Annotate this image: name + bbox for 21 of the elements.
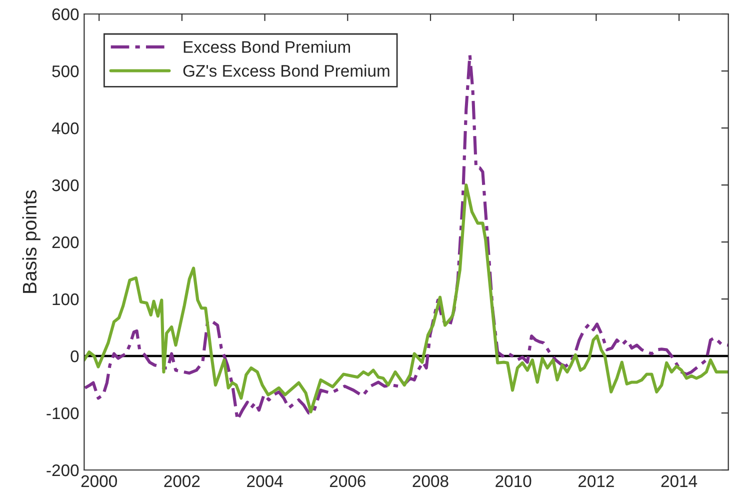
y-tick-label: 100 — [52, 293, 79, 306]
y-axis-title: Basis points — [22, 190, 40, 293]
y-tick-label: 0 — [70, 350, 79, 362]
x-tick-label: 2010 — [496, 475, 532, 488]
x-tick-label: 2006 — [330, 475, 366, 488]
y-tick-label: -200 — [46, 464, 79, 476]
legend-label: Excess Bond Premium — [184, 40, 350, 53]
x-tick-label: 2012 — [578, 475, 614, 488]
x-tick-label: 2008 — [412, 475, 448, 488]
x-tick-label: 2004 — [247, 475, 283, 488]
y-tick-label: 400 — [52, 122, 79, 134]
legend-label: GZ's Excess Bond Premium — [183, 64, 390, 77]
x-tick-label: 2002 — [164, 475, 200, 488]
y-tick-label: -100 — [46, 407, 79, 420]
x-tick-label: 2014 — [661, 475, 698, 488]
y-tick-label: 300 — [52, 179, 79, 192]
y-tick-label: 500 — [52, 65, 79, 78]
y-tick-label: 600 — [52, 8, 79, 20]
x-tick-label: 2000 — [81, 475, 117, 488]
line-series — [84, 183, 728, 414]
y-tick-label: 200 — [52, 236, 79, 248]
